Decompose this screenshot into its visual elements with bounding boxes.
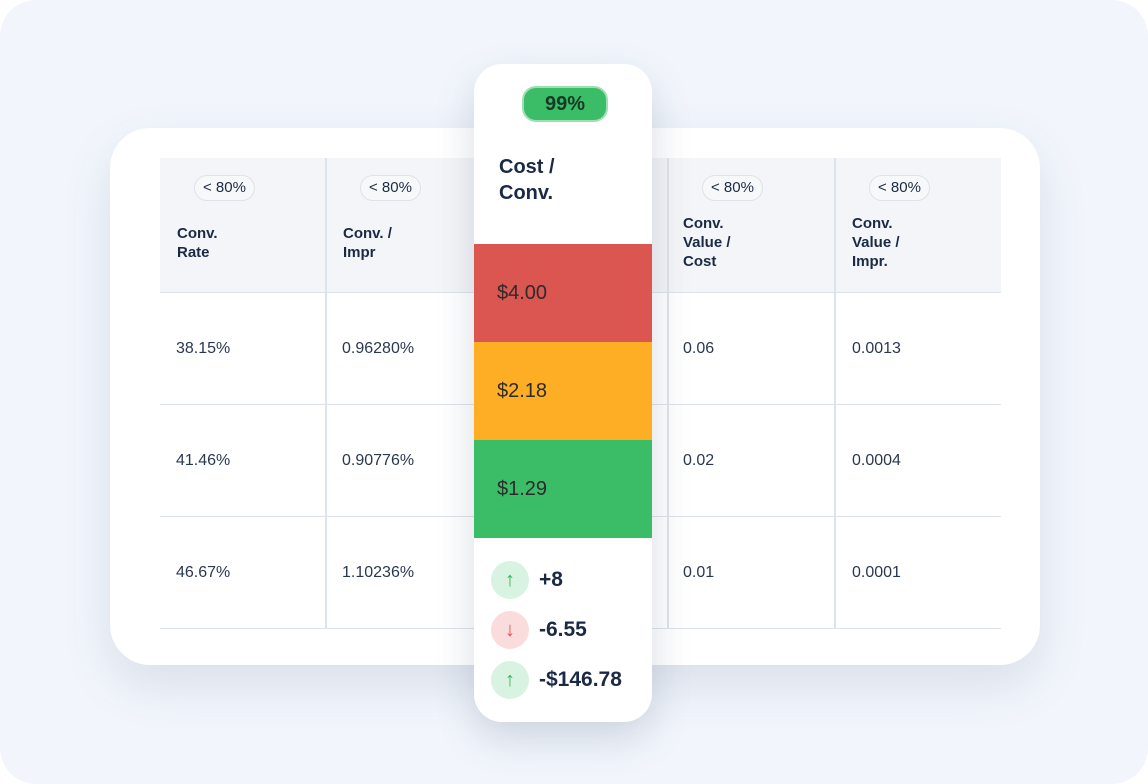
column-divider: [667, 158, 669, 629]
table-cell: 1.10236%: [326, 517, 486, 629]
column-conv-value-cost: < 80% Conv. Value / Cost 0.06 0.02 0.01: [640, 158, 835, 629]
highlight-column-cost-per-conv: 99% Cost / Conv. $4.00 $2.18 $1.29 ↑ +8 ↓…: [474, 64, 652, 722]
column-header: < 80% Conv. Value / Impr.: [836, 158, 1001, 293]
delta-item: ↑ +8: [491, 561, 563, 599]
column-title: Conv. Value / Cost: [683, 215, 731, 270]
column-conv-value-impr: < 80% Conv. Value / Impr. 0.0013 0.0004 …: [836, 158, 1001, 629]
threshold-badge: < 80%: [360, 175, 421, 201]
threshold-badge: < 80%: [702, 175, 763, 201]
table-cell: 38.15%: [160, 293, 325, 405]
column-title: Conv. Rate: [177, 225, 218, 261]
column-conv-rate: < 80% Conv. Rate 38.15% 41.46% 46.67%: [160, 158, 325, 629]
table-cell: 0.0001: [836, 517, 1001, 629]
delta-value: -6.55: [539, 618, 587, 641]
column-title: Conv. / Impr: [343, 225, 392, 261]
table-cell: 46.67%: [160, 517, 325, 629]
arrow-up-icon: ↑: [491, 661, 529, 699]
threshold-badge: < 80%: [869, 175, 930, 201]
column-title: Cost / Conv.: [499, 156, 555, 204]
table-cell: 0.96280%: [326, 293, 486, 405]
column-conv-impr: < 80% Conv. / Impr 0.96280% 0.90776% 1.1…: [326, 158, 486, 629]
table-cell: 0.0013: [836, 293, 1001, 405]
column-divider: [834, 158, 836, 629]
table-cell: 41.46%: [160, 405, 325, 517]
table-cell: 0.06: [640, 293, 835, 405]
threshold-badge: < 80%: [194, 175, 255, 201]
arrow-up-icon: ↑: [491, 561, 529, 599]
table-cell: 0.01: [640, 517, 835, 629]
column-header: < 80% Conv. / Impr: [326, 158, 486, 293]
arrow-down-icon: ↓: [491, 611, 529, 649]
delta-value: +8: [539, 568, 563, 591]
delta-value: -$146.78: [539, 668, 622, 691]
delta-item: ↓ -6.55: [491, 611, 587, 649]
value-cell-red: $4.00: [474, 244, 652, 342]
column-divider: [325, 158, 327, 629]
value-cell-orange: $2.18: [474, 342, 652, 440]
column-header: < 80% Conv. Value / Cost: [640, 158, 835, 293]
delta-item: ↑ -$146.78: [491, 661, 622, 699]
value-cell-green: $1.29: [474, 440, 652, 538]
table-cell: 0.02: [640, 405, 835, 517]
score-badge: 99%: [522, 86, 608, 122]
table-cell: 0.90776%: [326, 405, 486, 517]
column-title: Conv. Value / Impr.: [852, 215, 900, 270]
table-cell: 0.0004: [836, 405, 1001, 517]
column-header: < 80% Conv. Rate: [160, 158, 325, 293]
